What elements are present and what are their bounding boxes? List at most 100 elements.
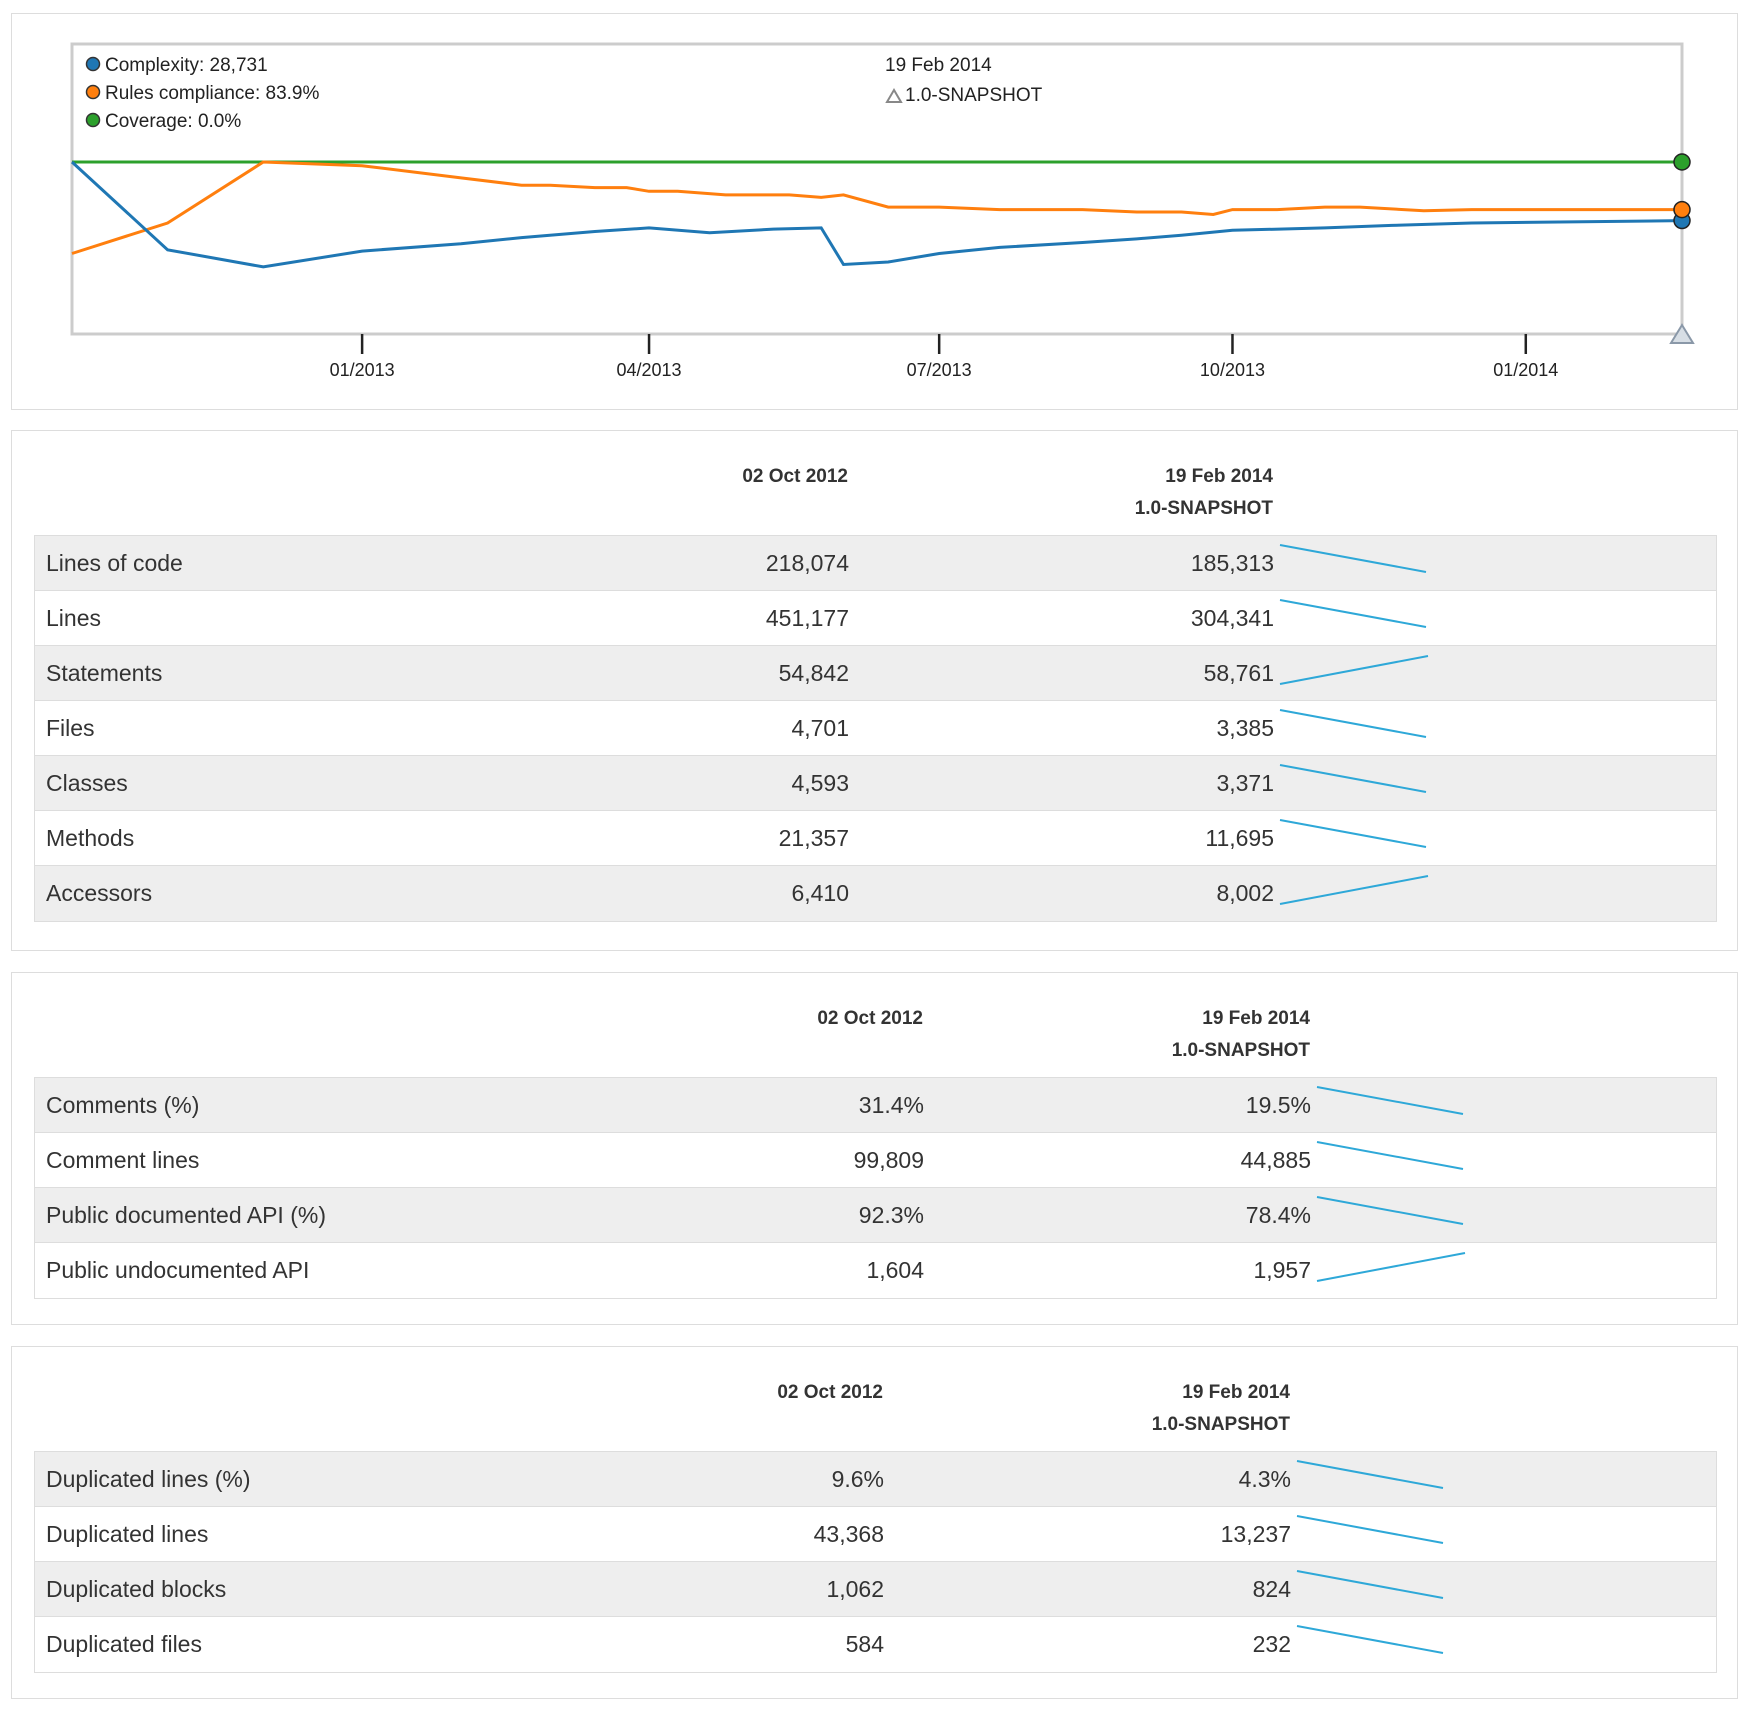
table-row: Lines 451,177 304,341 bbox=[34, 591, 1717, 646]
metric-value-end: 824 bbox=[1252, 1576, 1291, 1602]
metrics-rows: Comments (%) 31.4% 19.5% Comment lines 99,80… bbox=[34, 1078, 1717, 1298]
series-end-marker[interactable] bbox=[1673, 153, 1691, 171]
series-line-rules-compliance bbox=[71, 160, 1682, 255]
column-header-version-2: 1.0-SNAPSHOT bbox=[1134, 498, 1273, 519]
metric-value-start: 1,062 bbox=[826, 1576, 884, 1602]
trend-sparkline bbox=[1279, 709, 1427, 738]
table-row: Comment lines 99,809 44,885 bbox=[34, 1133, 1717, 1188]
table-row: Duplicated lines 43,368 13,237 bbox=[34, 1507, 1717, 1562]
metric-value-start: 99,809 bbox=[853, 1147, 924, 1173]
metric-name[interactable]: Public documented API (%) bbox=[46, 1202, 326, 1228]
column-header-date-1: 02 Oct 2012 bbox=[777, 1382, 883, 1403]
metric-value-end: 11,695 bbox=[1205, 825, 1274, 851]
metric-name[interactable]: Files bbox=[46, 715, 95, 741]
table-row: Files 4,701 3,385 bbox=[34, 701, 1717, 756]
sparkline-line bbox=[1279, 819, 1427, 848]
metric-name[interactable]: Statements bbox=[46, 660, 163, 686]
metric-value-start: 451,177 bbox=[765, 605, 849, 631]
x-axis: 01/2013 04/2013 07/2013 10/2013 01/2014 bbox=[330, 334, 1558, 380]
column-header-date-2: 19 Feb 2014 bbox=[1165, 466, 1273, 487]
sparkline-line bbox=[1316, 1252, 1466, 1282]
metric-name[interactable]: Duplicated lines (%) bbox=[46, 1466, 251, 1492]
metric-value-start: 4,593 bbox=[791, 770, 849, 796]
table-row: Public documented API (%) 92.3% 78.4% bbox=[34, 1188, 1717, 1243]
metric-name[interactable]: Duplicated lines bbox=[46, 1521, 209, 1547]
x-tick-label: 01/2013 bbox=[330, 360, 395, 380]
metric-name[interactable]: Accessors bbox=[46, 880, 153, 906]
section-header: 02 Oct 2012 19 Feb 2014 1.0-SNAPSHOT bbox=[12, 431, 1737, 531]
metric-name[interactable]: Comments (%) bbox=[46, 1092, 200, 1118]
trend-sparkline bbox=[1316, 1141, 1464, 1170]
selected-date: 19 Feb 2014 bbox=[885, 55, 992, 76]
trend-sparkline bbox=[1279, 599, 1427, 628]
table-row: Duplicated files 584 232 bbox=[34, 1617, 1717, 1672]
metric-value-start: 54,842 bbox=[778, 660, 849, 686]
sparkline-line bbox=[1279, 599, 1427, 628]
legend-entry: Rules compliance: 83.9% bbox=[105, 83, 319, 104]
metric-value-end: 78.4% bbox=[1245, 1202, 1311, 1228]
trend-sparkline bbox=[1279, 819, 1427, 848]
metric-value-start: 43,368 bbox=[813, 1521, 884, 1547]
metric-name[interactable]: Lines bbox=[46, 605, 101, 631]
trend-sparkline bbox=[1316, 1086, 1464, 1115]
table-row: Statements 54,842 58,761 bbox=[34, 646, 1717, 701]
trend-sparkline bbox=[1296, 1460, 1444, 1489]
table-row: Methods 21,357 11,695 bbox=[34, 811, 1717, 866]
trend-sparkline bbox=[1279, 764, 1427, 793]
chart-series bbox=[70, 153, 1691, 269]
metric-name[interactable]: Lines of code bbox=[46, 550, 183, 576]
version-triangle-icon[interactable] bbox=[1669, 323, 1695, 344]
x-tick-label: 01/2014 bbox=[1493, 360, 1558, 380]
metric-value-start: 6,410 bbox=[791, 880, 849, 906]
metric-value-end: 13,237 bbox=[1220, 1521, 1291, 1547]
duplication-metrics-panel: 02 Oct 2012 19 Feb 2014 1.0-SNAPSHOT Dup… bbox=[11, 1346, 1738, 1699]
trend-sparkline bbox=[1279, 875, 1429, 905]
sparkline-line bbox=[1279, 655, 1429, 685]
metric-name[interactable]: Comment lines bbox=[46, 1147, 200, 1173]
series-end-marker[interactable] bbox=[1673, 200, 1691, 219]
sparkline-line bbox=[1296, 1570, 1444, 1599]
sparkline-line bbox=[1279, 709, 1427, 738]
chart-legend: Complexity: 28,731 Rules compliance: 83.9… bbox=[85, 55, 319, 132]
sparkline-line bbox=[1279, 875, 1429, 905]
size-metrics-panel: 02 Oct 2012 19 Feb 2014 1.0-SNAPSHOT Lin… bbox=[11, 430, 1738, 951]
plot-frame bbox=[70, 42, 1684, 336]
legend-dot-icon bbox=[85, 84, 101, 100]
sparkline-line bbox=[1296, 1515, 1444, 1544]
selected-version: 1.0-SNAPSHOT bbox=[905, 85, 1043, 106]
sparkline-line bbox=[1279, 764, 1427, 793]
metric-value-start: 31.4% bbox=[858, 1092, 924, 1118]
metric-value-start: 92.3% bbox=[858, 1202, 924, 1228]
metrics-table: Comments (%) 31.4% 19.5% Comment lines 99,80… bbox=[34, 1077, 1717, 1299]
legend-dot-icon bbox=[85, 112, 101, 128]
metric-name[interactable]: Duplicated blocks bbox=[46, 1576, 227, 1602]
sparkline-line bbox=[1316, 1086, 1464, 1115]
metric-name[interactable]: Public undocumented API bbox=[46, 1257, 310, 1283]
metric-value-end: 19.5% bbox=[1245, 1092, 1311, 1118]
trend-sparkline bbox=[1316, 1196, 1464, 1225]
metrics-rows: Lines of code 218,074 185,313 Lines 451,177 3… bbox=[34, 536, 1717, 921]
table-row: Accessors 6,410 8,002 bbox=[34, 866, 1717, 921]
column-header-date-1: 02 Oct 2012 bbox=[817, 1008, 923, 1029]
x-tick-label: 07/2013 bbox=[907, 360, 972, 380]
section-header: 02 Oct 2012 19 Feb 2014 1.0-SNAPSHOT bbox=[12, 1347, 1737, 1447]
trend-sparkline bbox=[1316, 1252, 1466, 1282]
sparkline-line bbox=[1316, 1196, 1464, 1225]
timeline-panel: Complexity: 28,731 Rules compliance: 83.9… bbox=[11, 13, 1738, 410]
x-tick-label: 04/2013 bbox=[617, 360, 682, 380]
metric-value-end: 232 bbox=[1252, 1631, 1291, 1657]
table-row: Public undocumented API 1,604 1,957 bbox=[34, 1243, 1717, 1298]
column-header-date-1: 02 Oct 2012 bbox=[742, 466, 848, 487]
metric-value-end: 58,761 bbox=[1203, 660, 1274, 686]
trend-sparkline bbox=[1296, 1515, 1444, 1544]
metric-name[interactable]: Duplicated files bbox=[46, 1631, 202, 1657]
metric-value-end: 3,371 bbox=[1216, 770, 1274, 796]
metric-name[interactable]: Methods bbox=[46, 825, 135, 851]
metric-value-end: 4.3% bbox=[1238, 1466, 1291, 1492]
table-row: Lines of code 218,074 185,313 bbox=[34, 536, 1717, 591]
metric-value-start: 21,357 bbox=[778, 825, 849, 851]
sparkline-line bbox=[1316, 1141, 1464, 1170]
metric-name[interactable]: Classes bbox=[46, 770, 128, 796]
metric-value-start: 1,604 bbox=[866, 1257, 924, 1283]
sparkline-line bbox=[1279, 544, 1427, 573]
